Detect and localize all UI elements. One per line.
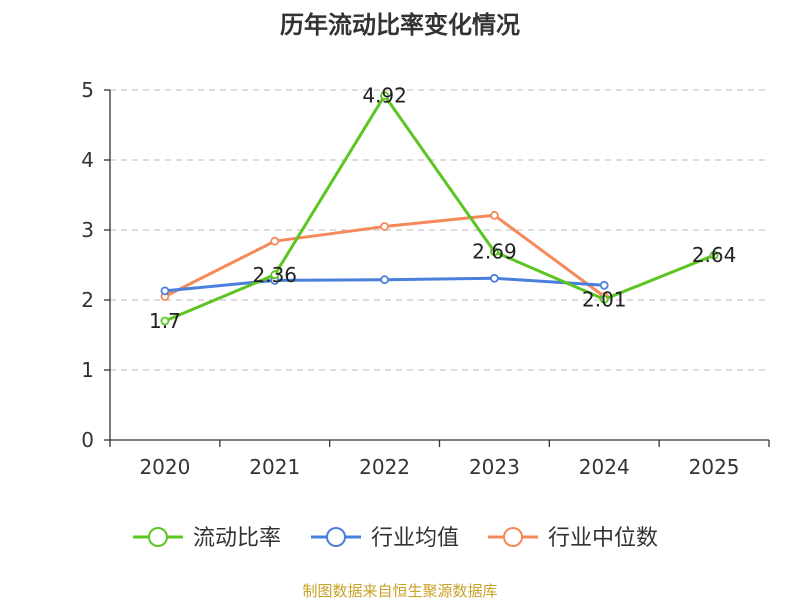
x-tick-label: 2024 (579, 455, 630, 479)
data-point[interactable] (490, 210, 499, 220)
data-point[interactable] (380, 275, 389, 285)
axes: 0 1 2 3 4 5 2020 2021 2022 2023 2024 2025 (81, 78, 770, 479)
data-point[interactable] (490, 247, 499, 257)
legend-label: 行业均值 (371, 526, 459, 551)
legend-marker (503, 527, 523, 547)
series-group (160, 91, 719, 326)
x-tick-label: 2025 (689, 455, 740, 479)
legend-marker (326, 527, 346, 547)
legend-item-1[interactable]: 行业均值 (311, 526, 459, 551)
data-label: 2.01 (582, 287, 627, 311)
y-tick-label: 4 (81, 148, 94, 172)
grid-lines (110, 89, 769, 371)
x-tick-label: 2021 (249, 455, 300, 479)
legend[interactable]: 流动比率 行业均值 行业中位数 (133, 526, 658, 551)
legend-marker (148, 527, 168, 547)
data-label: 4.92 (362, 84, 407, 108)
data-labels: 1.7 2.36 4.92 2.69 2.01 2.64 (149, 84, 736, 333)
x-tick-label: 2023 (469, 455, 520, 479)
legend-label: 流动比率 (193, 526, 281, 551)
chart-title: 历年流动比率变化情况 (280, 11, 520, 39)
data-label: 2.36 (252, 263, 297, 287)
y-tick-label: 5 (81, 78, 94, 102)
data-label: 2.64 (692, 243, 737, 267)
data-point[interactable] (599, 280, 609, 290)
y-tick-label: 2 (81, 288, 94, 312)
source-note: 制图数据来自恒生聚源数据库 (302, 582, 497, 600)
data-point[interactable] (599, 294, 609, 304)
data-point[interactable] (270, 236, 280, 246)
data-label: 2.69 (472, 240, 517, 264)
y-tick-label: 1 (81, 358, 94, 382)
data-point[interactable] (380, 222, 389, 231)
data-point[interactable] (270, 270, 280, 280)
data-point[interactable] (490, 273, 499, 283)
data-label: 1.7 (149, 309, 181, 333)
legend-item-0[interactable]: 流动比率 (133, 526, 281, 551)
data-point[interactable] (709, 250, 719, 260)
y-tick-label: 3 (81, 218, 94, 242)
data-point[interactable] (160, 316, 170, 326)
series-line-0 (164, 94, 715, 323)
legend-label: 行业中位数 (548, 526, 658, 551)
x-tick-label: 2020 (139, 455, 190, 479)
x-tick-label: 2022 (359, 455, 410, 479)
data-point[interactable] (160, 286, 170, 296)
legend-item-2[interactable]: 行业中位数 (488, 526, 658, 551)
y-tick-label: 0 (81, 428, 94, 452)
data-point[interactable] (380, 91, 389, 100)
